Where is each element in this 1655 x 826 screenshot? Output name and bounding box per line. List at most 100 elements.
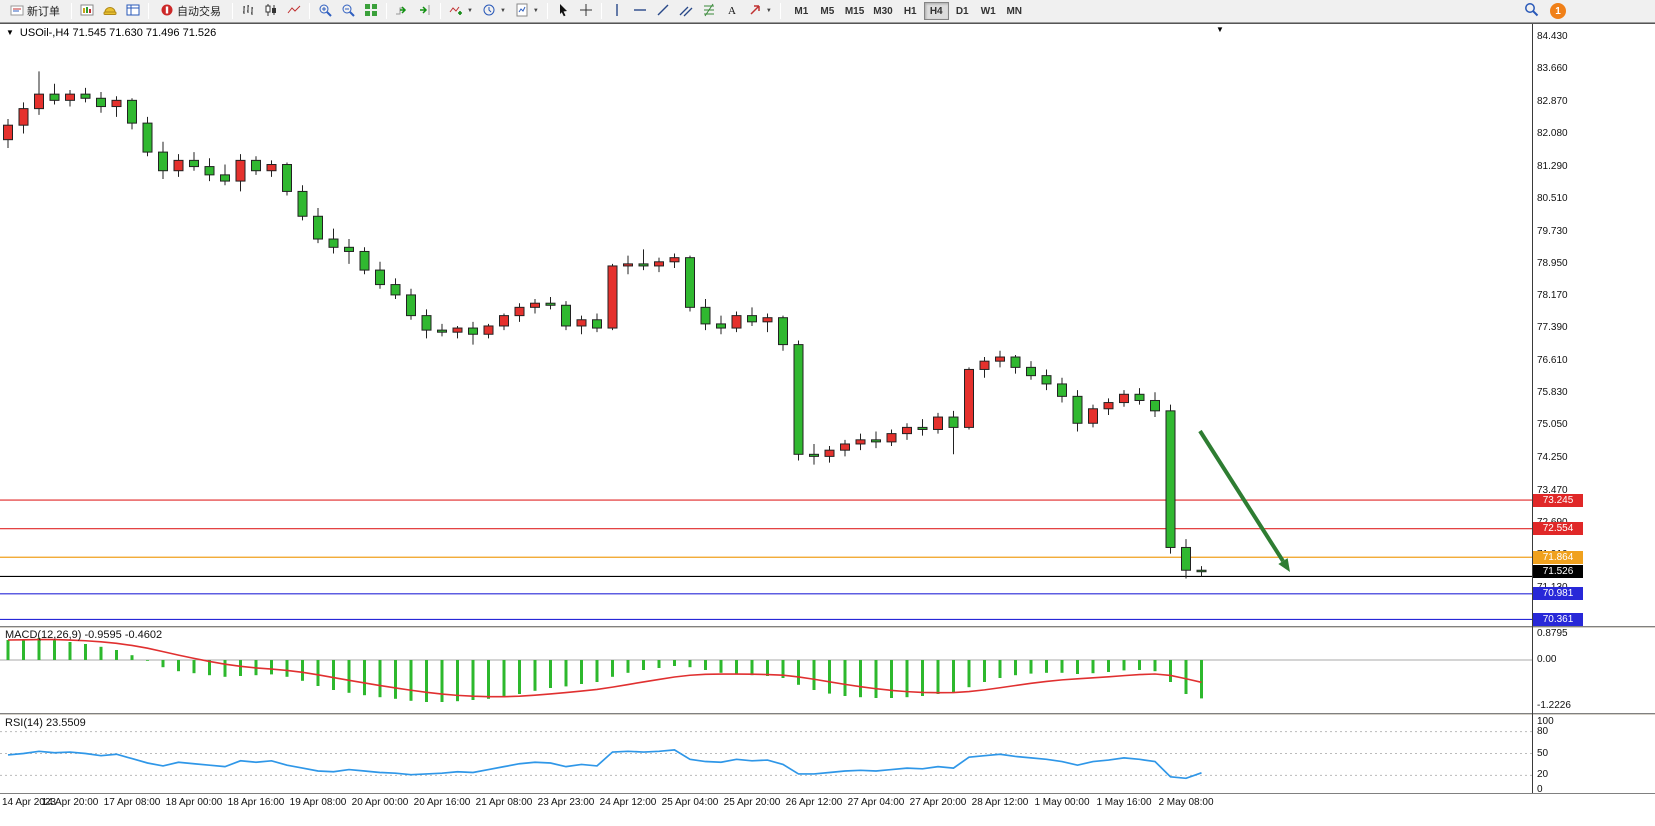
symbol-dropdown-icon[interactable]: ▼ (6, 28, 14, 37)
rsi-axis-tick: 80 (1537, 725, 1549, 737)
price-axis-tick: 79.730 (1537, 225, 1568, 237)
horizontal-line-tool-button[interactable] (629, 1, 651, 21)
timeframe-button-M15[interactable]: M15 (841, 2, 868, 20)
vertical-line-tool-button[interactable] (606, 1, 628, 21)
price-axis-tick: 82.870 (1537, 95, 1568, 107)
search-button[interactable] (1520, 1, 1543, 21)
time-axis-label: 26 Apr 12:00 (785, 797, 843, 808)
auto-scroll-button[interactable] (391, 1, 413, 21)
new-chart-icon (80, 3, 94, 20)
new-order-button[interactable]: 新订单 (3, 1, 67, 21)
candlestick-chart-icon (264, 3, 278, 20)
price-axis-tick: 82.080 (1537, 128, 1568, 140)
time-axis-label: 17 Apr 08:00 (103, 797, 161, 808)
timeframe-button-H1[interactable]: H1 (898, 2, 923, 20)
price-level-badge: 73.245 (1533, 493, 1583, 507)
time-axis-label: 19 Apr 08:00 (289, 797, 347, 808)
crosshair-button[interactable] (575, 1, 597, 21)
zoom-in-button[interactable] (314, 1, 336, 21)
price-axis-tick: 78.950 (1537, 257, 1568, 269)
timeframe-button-M1[interactable]: M1 (789, 2, 814, 20)
price-axis-tick: 76.610 (1537, 354, 1568, 366)
time-axis-label: 23 Apr 23:00 (537, 797, 595, 808)
price-axis-tick: 73.470 (1537, 484, 1568, 496)
time-axis-label: 21 Apr 08:00 (475, 797, 533, 808)
market-watch-icon (126, 3, 140, 20)
chevron-down-icon: ▼ (467, 8, 473, 14)
toolbar-separator (546, 3, 548, 19)
profiles-icon (103, 3, 117, 20)
timeframe-button-M5[interactable]: M5 (815, 2, 840, 20)
templates-button[interactable]: ▼ (511, 1, 543, 21)
auto-trading-label: 自动交易 (177, 6, 221, 18)
zoom-out-button[interactable] (337, 1, 359, 21)
market-watch-button[interactable] (122, 1, 144, 21)
fibonacci-tool-button[interactable] (698, 1, 720, 21)
time-axis-label: 14 Apr 2023 (2, 797, 56, 808)
toolbar-separator (71, 3, 72, 19)
auto-trading-icon (160, 3, 174, 20)
profiles-button[interactable] (99, 1, 121, 21)
rsi-axis-tick: 0 (1537, 784, 1543, 795)
rsi-panel-splitter[interactable] (0, 713, 1655, 716)
periods-button[interactable]: ▼ (478, 1, 510, 21)
price-level-badge: 72.554 (1533, 522, 1583, 536)
channel-icon (679, 3, 693, 20)
arrows-tool-button[interactable]: ▼ (744, 1, 776, 21)
price-axis-tick: 75.830 (1537, 387, 1568, 399)
chart-shift-icon (418, 3, 432, 20)
time-axis-label: 28 Apr 12:00 (971, 797, 1029, 808)
price-level-badge: 71.864 (1533, 550, 1583, 564)
timeframe-button-H4[interactable]: H4 (923, 2, 949, 20)
chart-workspace: ▼ USOil-,H4 71.545 71.630 71.496 71.526 … (0, 23, 1655, 826)
price-axis-tick: 78.170 (1537, 290, 1568, 302)
chart-shift-marker-icon[interactable]: ▼ (1216, 25, 1224, 34)
text-tool-button[interactable]: A (721, 1, 743, 21)
auto-trading-button[interactable]: 自动交易 (153, 1, 228, 21)
toolbar-separator (148, 3, 149, 19)
price-axis-tick: 80.510 (1537, 193, 1568, 205)
trendline-tool-button[interactable] (652, 1, 674, 21)
time-axis-label: 25 Apr 04:00 (661, 797, 719, 808)
rsi-indicator-label: RSI(14) 23.5509 (5, 717, 86, 729)
notification-badge[interactable]: 1 (1550, 3, 1566, 19)
channel-tool-button[interactable] (675, 1, 697, 21)
bar-chart-button[interactable] (237, 1, 259, 21)
macd-panel-splitter[interactable] (0, 626, 1655, 629)
chart-canvas[interactable] (0, 24, 1655, 826)
tile-windows-button[interactable] (360, 1, 382, 21)
time-axis-label: 20 Apr 00:00 (351, 797, 409, 808)
tile-windows-icon (364, 3, 378, 20)
macd-axis-tick: 0.8795 (1537, 628, 1568, 639)
price-axis-tick: 75.050 (1537, 419, 1568, 431)
rsi-axis-tick: 20 (1537, 769, 1549, 781)
toolbar-separator (600, 3, 602, 19)
time-axis-label: 14 Apr 20:00 (41, 797, 99, 808)
chevron-down-icon: ▼ (765, 8, 772, 14)
timeframe-button-M30[interactable]: M30 (869, 2, 896, 20)
price-level-badge: 70.981 (1533, 587, 1583, 601)
price-axis-tick: 84.430 (1537, 31, 1568, 42)
arrows-tool-icon (748, 3, 762, 20)
timeframe-button-W1[interactable]: W1 (976, 2, 1001, 20)
new-order-label: 新订单 (27, 6, 60, 18)
cursor-button[interactable] (552, 1, 574, 21)
price-axis-separator (1532, 24, 1533, 793)
line-chart-button[interactable] (283, 1, 305, 21)
indicators-button[interactable]: ▼ (445, 1, 477, 21)
price-axis-tick: 74.250 (1537, 452, 1568, 464)
toolbar-separator (779, 3, 781, 19)
time-axis-label: 20 Apr 16:00 (413, 797, 471, 808)
toolbar-separator (386, 3, 387, 19)
timeframe-button-MN[interactable]: MN (1002, 2, 1027, 20)
timeframe-button-D1[interactable]: D1 (950, 2, 975, 20)
horizontal-line-icon (633, 3, 647, 20)
candlestick-chart-button[interactable] (260, 1, 282, 21)
chart-shift-button[interactable] (414, 1, 436, 21)
auto-scroll-icon (395, 3, 409, 20)
time-axis-label: 2 May 08:00 (1158, 797, 1214, 808)
macd-axis-tick: -1.2226 (1537, 700, 1571, 711)
new-chart-button[interactable] (76, 1, 98, 21)
price-axis-tick: 81.290 (1537, 160, 1568, 172)
time-axis-label: 1 May 16:00 (1096, 797, 1152, 808)
